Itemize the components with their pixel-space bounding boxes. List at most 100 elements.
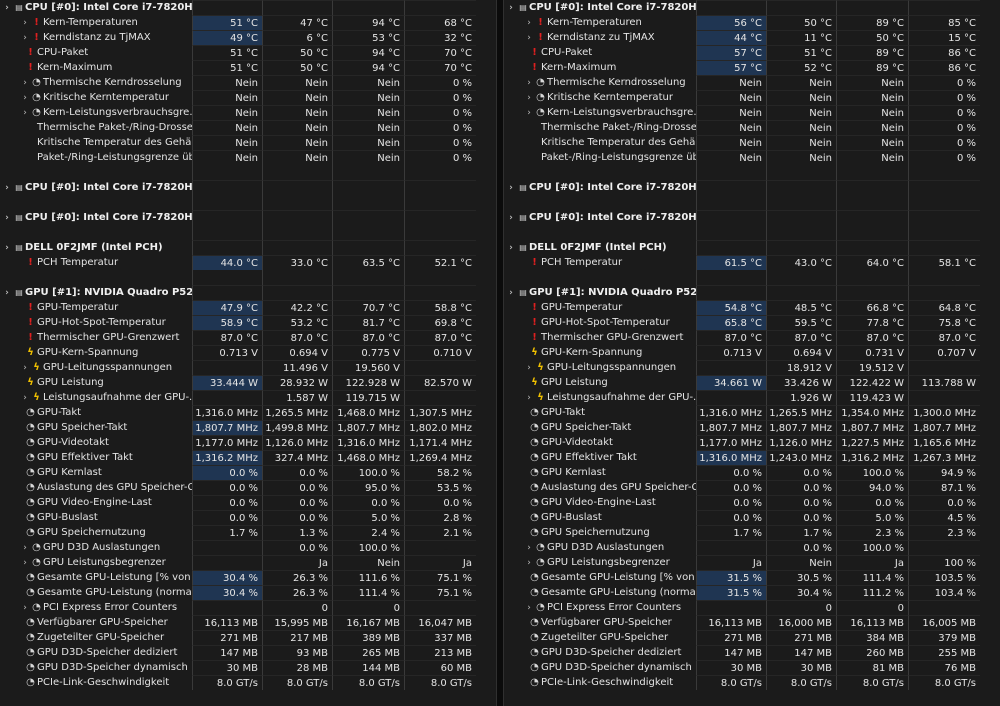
sensor-row-gesamte-gpu-leistung-normalisi[interactable]: ◔Gesamte GPU-Leistung (normalisi...31.5 … [504, 585, 1000, 600]
expand-chevron-icon[interactable]: › [5, 288, 9, 298]
sensor-row-gpu-takt[interactable]: ◔ GPU-Takt 1,316.0 MHz 1,265.5 MHz 1,468.0 M… [0, 405, 496, 420]
expand-chevron-icon[interactable]: › [23, 33, 27, 43]
sensor-row-gpu-effektiver-takt[interactable]: ◔ GPU Effektiver Takt 1,316.0 MHz 1,243.0 M… [504, 450, 1000, 465]
expand-chevron-icon[interactable]: › [527, 78, 531, 88]
expand-chevron-icon[interactable]: › [5, 213, 9, 223]
expand-chevron-icon[interactable]: › [527, 393, 531, 403]
sensor-row-gpu-d3d-auslastungen[interactable]: › ◔ GPU D3D Auslastungen 0.0 % 100.0 % [504, 540, 1000, 555]
sensor-row-verfugbarer-gpu-speicher[interactable]: ◔ Verfügbarer GPU-Speicher 16,113 MB 16,000… [504, 615, 1000, 630]
sensor-row-gpu-hot-spot-temperatur[interactable]: ! GPU-Hot-Spot-Temperatur 58.9 °C 53.2 °C 81… [0, 315, 496, 330]
sensor-row-gesamte-gpu-leistung-von-t[interactable]: ◔ Gesamte GPU-Leistung [% von T... 31.5 % 3… [504, 570, 1000, 585]
sensor-panel-left[interactable]: ›▤CPU [#0]: Intel Core i7-7820HQ: DTS›!K… [0, 0, 496, 706]
sensor-row-kerndistanz-zu-tjmax[interactable]: ›! Kerndistanz zu TjMAX 44 °C 11 °C 50 °C 15 … [504, 30, 1000, 45]
sensor-row-paket-ring-leistungsgrenze-ube[interactable]: Paket-/Ring-Leistungsgrenze übe...NeinNe… [504, 150, 1000, 165]
sensor-group-header[interactable]: › ▤CPU [#0]: Intel Core i7-7820HQ: Enhanc… [0, 180, 496, 195]
sensor-row-kern-temperaturen[interactable]: ›! Kern-Temperaturen 56 °C 50 °C 89 °C 85 °C [504, 15, 1000, 30]
sensor-row-gpu-temperatur[interactable]: ! GPU-Temperatur 54.8 °C 48.5 °C 66.8 °C 64.8… [504, 300, 1000, 315]
expand-chevron-icon[interactable]: › [23, 18, 27, 28]
sensor-row-gesamte-gpu-leistung-von-t[interactable]: ◔ Gesamte GPU-Leistung [% von T... 30.4 % 2… [0, 570, 496, 585]
expand-chevron-icon[interactable]: › [509, 183, 513, 193]
sensor-row-pcie-link-geschwindigkeit[interactable]: ◔ PCIe-Link-Geschwindigkeit 8.0 GT/s 8.0 GT… [0, 675, 496, 690]
sensor-row-leistungsaufnahme-der-gpu[interactable]: › ϟ Leistungsaufnahme der GPU-... 1.587 W 11… [0, 390, 496, 405]
sensor-row-cpu-paket[interactable]: ! CPU-Paket 57 °C 51 °C 89 °C 86 °C [504, 45, 1000, 60]
expand-chevron-icon[interactable]: › [527, 93, 531, 103]
sensor-row-gpu-leistungsbegrenzer[interactable]: › ◔ GPU Leistungsbegrenzer Ja Nein Ja 100 % [504, 555, 1000, 570]
sensor-row-gesamte-gpu-leistung-normalisi[interactable]: ◔Gesamte GPU-Leistung (normalisi...30.4 … [0, 585, 496, 600]
expand-chevron-icon[interactable]: › [509, 243, 513, 253]
sensor-row-gpu-buslast[interactable]: ◔ GPU-Buslast 0.0 % 0.0 % 5.0 % 2.8 % [0, 510, 496, 525]
sensor-group-header[interactable]: › ▤CPU [#0]: Intel Core i7-7820HQ: Gründe… [0, 210, 496, 225]
sensor-row-kern-leistungsverbrauchsgre[interactable]: › ◔ Kern-Leistungsverbrauchsgre... Nein Nein… [0, 105, 496, 120]
sensor-row-gpu-video-engine-last[interactable]: ◔ GPU Video-Engine-Last 0.0 % 0.0 % 0.0 % 0.0… [0, 495, 496, 510]
expand-chevron-icon[interactable]: › [527, 33, 531, 43]
sensor-row-paket-ring-leistungsgrenze-ube[interactable]: Paket-/Ring-Leistungsgrenze übe...NeinNe… [0, 150, 496, 165]
expand-chevron-icon[interactable]: › [5, 183, 9, 193]
sensor-row-zugeteilter-gpu-speicher[interactable]: ◔ Zugeteilter GPU-Speicher 271 MB 217 MB 389… [0, 630, 496, 645]
sensor-row-gpu-leitungsspannungen[interactable]: › ϟ GPU-Leitungsspannungen 18.912 V 19.512 V [504, 360, 1000, 375]
sensor-row-gpu-kernlast[interactable]: ◔ GPU Kernlast 0.0 % 0.0 % 100.0 % 94.9 % [504, 465, 1000, 480]
sensor-row-gpu-hot-spot-temperatur[interactable]: ! GPU-Hot-Spot-Temperatur 65.8 °C 59.5 °C 77… [504, 315, 1000, 330]
sensor-row-gpu-temperatur[interactable]: ! GPU-Temperatur 47.9 °C 42.2 °C 70.7 °C 58.8… [0, 300, 496, 315]
expand-chevron-icon[interactable]: › [527, 18, 531, 28]
expand-chevron-icon[interactable]: › [5, 3, 9, 13]
panel-divider[interactable] [496, 0, 504, 706]
expand-chevron-icon[interactable]: › [23, 93, 27, 103]
sensor-row-auslastung-des-gpu-speicher-co[interactable]: ◔Auslastung des GPU Speicher-Co...0.0 %0… [0, 480, 496, 495]
expand-chevron-icon[interactable]: › [23, 363, 27, 373]
expand-chevron-icon[interactable]: › [509, 288, 513, 298]
expand-chevron-icon[interactable]: › [23, 603, 27, 613]
sensor-row-kritische-kerntemperatur[interactable]: › ◔ Kritische Kerntemperatur Nein Nein Nein 0 … [0, 90, 496, 105]
sensor-row-auslastung-des-gpu-speicher-co[interactable]: ◔Auslastung des GPU Speicher-Co...0.0 %0… [504, 480, 1000, 495]
sensor-group-header[interactable]: › ▤ DELL 0F2JMF (Intel PCH) [0, 240, 496, 255]
sensor-group-header[interactable]: › ▤CPU [#0]: Intel Core i7-7820HQ: Gründe… [504, 210, 1000, 225]
expand-chevron-icon[interactable]: › [23, 108, 27, 118]
expand-chevron-icon[interactable]: › [509, 3, 513, 13]
sensor-row-pci-express-error-counters[interactable]: › ◔ PCI Express Error Counters 0 0 [0, 600, 496, 615]
sensor-row-gpu-effektiver-takt[interactable]: ◔ GPU Effektiver Takt 1,316.2 MHz 327.4 MHz… [0, 450, 496, 465]
sensor-row-zugeteilter-gpu-speicher[interactable]: ◔ Zugeteilter GPU-Speicher 271 MB 271 MB 384… [504, 630, 1000, 645]
sensor-group-header[interactable]: › ▤CPU [#0]: Intel Core i7-7820HQ: DTS [504, 0, 1000, 15]
sensor-row-kerndistanz-zu-tjmax[interactable]: ›! Kerndistanz zu TjMAX 49 °C 6 °C 53 °C 32 °… [0, 30, 496, 45]
sensor-group-header[interactable]: › ▤ DELL 0F2JMF (Intel PCH) [504, 240, 1000, 255]
expand-chevron-icon[interactable]: › [527, 603, 531, 613]
expand-chevron-icon[interactable]: › [23, 393, 27, 403]
sensor-row-gpu-d3d-auslastungen[interactable]: › ◔ GPU D3D Auslastungen 0.0 % 100.0 % [0, 540, 496, 555]
sensor-row-thermische-paket-ring-drosselung[interactable]: Thermische Paket-/Ring-DrosselungNeinNei… [504, 120, 1000, 135]
sensor-row-gpu-video-engine-last[interactable]: ◔ GPU Video-Engine-Last 0.0 % 0.0 % 0.0 % 0.0… [504, 495, 1000, 510]
sensor-group-header[interactable]: › ▤ GPU [#1]: NVIDIA Quadro P5200 [0, 285, 496, 300]
sensor-row-thermischer-gpu-grenzwert[interactable]: ! Thermischer GPU-Grenzwert 87.0 °C 87.0 °C… [504, 330, 1000, 345]
sensor-row-gpu-speichernutzung[interactable]: ◔ GPU Speichernutzung 1.7 % 1.7 % 2.3 % 2.3 % [504, 525, 1000, 540]
sensor-row-gpu-videotakt[interactable]: ◔ GPU-Videotakt 1,177.0 MHz 1,126.0 MHz 1,31… [0, 435, 496, 450]
sensor-row-leistungsaufnahme-der-gpu[interactable]: › ϟ Leistungsaufnahme der GPU-... 1.926 W 11… [504, 390, 1000, 405]
sensor-row-gpu-kernlast[interactable]: ◔ GPU Kernlast 0.0 % 0.0 % 100.0 % 58.2 % [0, 465, 496, 480]
sensor-row-gpu-leistung[interactable]: ϟ GPU Leistung 34.661 W 33.426 W 122.422 W 11… [504, 375, 1000, 390]
sensor-row-kritische-temperatur-des-gehaus[interactable]: Kritische Temperatur des Gehäus...NeinNe… [504, 135, 1000, 150]
sensor-row-gpu-takt[interactable]: ◔ GPU-Takt 1,316.0 MHz 1,265.5 MHz 1,354.0 M… [504, 405, 1000, 420]
sensor-row-pch-temperatur[interactable]: ! PCH Temperatur 61.5 °C 43.0 °C 64.0 °C 58.1… [504, 255, 1000, 270]
sensor-row-gpu-d3d-speicher-dynamisch[interactable]: ◔ GPU D3D-Speicher dynamisch 30 MB 28 MB 144… [0, 660, 496, 675]
sensor-row-thermische-kerndrosselung[interactable]: › ◔ Thermische Kerndrosselung Nein Nein Nein 0… [0, 75, 496, 90]
sensor-row-thermische-paket-ring-drosselung[interactable]: Thermische Paket-/Ring-DrosselungNeinNei… [0, 120, 496, 135]
sensor-group-header[interactable]: › ▤CPU [#0]: Intel Core i7-7820HQ: DTS [0, 0, 496, 15]
sensor-row-thermische-kerndrosselung[interactable]: › ◔ Thermische Kerndrosselung Nein Nein Nein 0… [504, 75, 1000, 90]
sensor-row-cpu-paket[interactable]: ! CPU-Paket 51 °C 50 °C 94 °C 70 °C [0, 45, 496, 60]
sensor-row-gpu-leistung[interactable]: ϟ GPU Leistung 33.444 W 28.932 W 122.928 W 82… [0, 375, 496, 390]
sensor-row-gpu-buslast[interactable]: ◔ GPU-Buslast 0.0 % 0.0 % 5.0 % 4.5 % [504, 510, 1000, 525]
sensor-group-header[interactable]: › ▤CPU [#0]: Intel Core i7-7820HQ: Enhanc… [504, 180, 1000, 195]
sensor-row-pci-express-error-counters[interactable]: › ◔ PCI Express Error Counters 0 0 [504, 600, 1000, 615]
expand-chevron-icon[interactable]: › [509, 213, 513, 223]
sensor-row-gpu-d3d-speicher-dynamisch[interactable]: ◔ GPU D3D-Speicher dynamisch 30 MB 30 MB 81 … [504, 660, 1000, 675]
expand-chevron-icon[interactable]: › [5, 243, 9, 253]
sensor-row-gpu-videotakt[interactable]: ◔ GPU-Videotakt 1,177.0 MHz 1,126.0 MHz 1,22… [504, 435, 1000, 450]
sensor-row-kern-leistungsverbrauchsgre[interactable]: › ◔ Kern-Leistungsverbrauchsgre... Nein Nein… [504, 105, 1000, 120]
sensor-row-kern-maximum[interactable]: ! Kern-Maximum 51 °C 50 °C 94 °C 70 °C [0, 60, 496, 75]
sensor-row-gpu-speicher-takt[interactable]: ◔ GPU Speicher-Takt 1,807.7 MHz 1,499.8 MHz… [0, 420, 496, 435]
sensor-row-gpu-speicher-takt[interactable]: ◔ GPU Speicher-Takt 1,807.7 MHz 1,807.7 MHz… [504, 420, 1000, 435]
sensor-row-thermischer-gpu-grenzwert[interactable]: ! Thermischer GPU-Grenzwert 87.0 °C 87.0 °C… [0, 330, 496, 345]
sensor-row-gpu-d3d-speicher-dediziert[interactable]: ◔ GPU D3D-Speicher dediziert 147 MB 93 MB 26… [0, 645, 496, 660]
sensor-row-gpu-speichernutzung[interactable]: ◔ GPU Speichernutzung 1.7 % 1.3 % 2.4 % 2.1 % [0, 525, 496, 540]
sensor-row-gpu-leistungsbegrenzer[interactable]: › ◔ GPU Leistungsbegrenzer Ja Nein Ja [0, 555, 496, 570]
expand-chevron-icon[interactable]: › [23, 558, 27, 568]
expand-chevron-icon[interactable]: › [23, 78, 27, 88]
